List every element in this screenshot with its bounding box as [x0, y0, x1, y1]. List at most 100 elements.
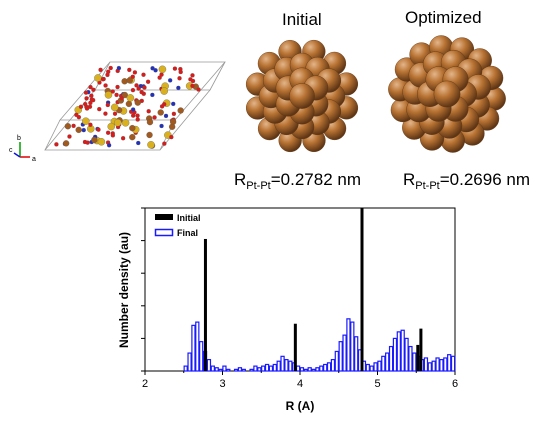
crystal-atom: [126, 94, 135, 102]
final-bar: [199, 341, 204, 372]
crystal-atom: [91, 98, 96, 103]
crystal-atom: [177, 107, 184, 114]
final-bar: [342, 334, 347, 372]
crystal-atom: [171, 101, 176, 107]
crystal-atom: [98, 67, 103, 72]
crystal-atom: [135, 117, 140, 122]
final-bar: [412, 352, 417, 372]
crystal-atom: [121, 119, 130, 127]
crystal-atom: [152, 115, 157, 120]
crystal-atom: [75, 126, 82, 134]
final-bar: [253, 365, 258, 372]
crystal-atom: [97, 138, 106, 146]
crystal-atom: [64, 123, 72, 130]
crystal-atom: [147, 141, 155, 149]
crystal-atom: [105, 102, 110, 108]
final-bar: [226, 368, 231, 372]
crystal-atom: [190, 78, 196, 84]
final-bar: [233, 368, 239, 372]
initial-bar: [293, 323, 297, 371]
legend: Initial Final: [154, 213, 201, 238]
crystal-atom: [171, 111, 177, 116]
final-bar: [210, 365, 215, 372]
crystal-atom: [114, 92, 119, 98]
crystal-structure-image: a b c: [9, 61, 226, 163]
crystal-axes-indicator: a b c: [9, 135, 36, 163]
crystal-atom: [129, 134, 136, 141]
crystal-atom: [157, 75, 162, 80]
crystal-atom: [103, 83, 108, 88]
final-bar: [284, 358, 289, 372]
crystal-atom: [88, 100, 93, 106]
crystal-atom: [136, 140, 141, 146]
crystal-atom: [116, 65, 122, 71]
final-bar: [388, 345, 394, 372]
unit-cell-edge: [44, 119, 61, 151]
crystal-atom: [96, 127, 101, 132]
final-bar: [350, 321, 355, 372]
crystal-atom: [88, 84, 93, 90]
crystal-atom: [190, 83, 195, 89]
initial-bar: [419, 328, 423, 371]
final-bar: [447, 354, 452, 372]
final-bar: [330, 358, 336, 372]
crystal-atom: [62, 140, 70, 147]
crystal-atom: [190, 73, 195, 78]
final-bar: [268, 365, 274, 372]
final-bar: [249, 368, 254, 372]
crystal-atom: [110, 133, 116, 138]
crystal-atom: [132, 70, 138, 75]
final-bar: [423, 357, 429, 372]
crystal-atom: [89, 93, 94, 98]
final-bar: [272, 363, 277, 372]
initial-series: [203, 208, 423, 371]
crystal-atom: [82, 117, 90, 125]
crystal-atom: [67, 134, 72, 139]
crystal-atom: [112, 111, 118, 116]
final-bar: [295, 365, 301, 372]
final-bar: [241, 368, 246, 372]
initial-cluster-image: [245, 39, 359, 153]
initial-bar: [360, 208, 364, 371]
y-axis-label: Number density (au): [117, 232, 131, 348]
crystal-atom: [120, 136, 126, 141]
final-bar: [264, 363, 270, 372]
final-bar: [338, 341, 343, 372]
axis-a-label: a: [32, 156, 36, 163]
initial-r-prefix: R: [234, 170, 247, 189]
final-bar: [261, 365, 266, 372]
crystal-atom: [107, 122, 115, 131]
crystal-atom: [104, 91, 113, 99]
final-bar: [303, 368, 308, 372]
final-bar: [299, 367, 305, 372]
final-bar: [288, 360, 293, 372]
crystal-atom: [81, 127, 86, 133]
crystal-atom: [71, 123, 76, 128]
crystal-atom: [178, 66, 183, 72]
crystal-atom: [125, 100, 133, 108]
crystal-atom: [54, 142, 59, 147]
final-bar: [191, 324, 196, 372]
optimized-r-prefix: R: [403, 170, 416, 189]
final-bar: [183, 365, 188, 372]
final-bar: [396, 331, 401, 372]
axis-c-arrow: [13, 152, 21, 158]
crystal-atom: [142, 85, 147, 90]
x-tick-label: 6: [452, 378, 458, 390]
final-bar: [206, 358, 212, 372]
crystal-atom: [160, 87, 168, 95]
crystal-atom: [150, 66, 155, 71]
crystal-atom: [94, 74, 102, 82]
crystal-atom: [83, 90, 89, 95]
final-bar: [257, 367, 262, 372]
crystal-atom: [177, 76, 182, 81]
axis-b-label: b: [17, 135, 21, 142]
final-bar: [187, 352, 192, 372]
final-bar: [354, 336, 359, 372]
crystal-atom: [110, 103, 119, 112]
crystal-atom: [103, 111, 108, 116]
final-bar: [311, 368, 316, 372]
optimized-r-sub: Pt-Pt: [415, 180, 440, 192]
final-bar: [222, 365, 227, 372]
crystal-atom: [105, 130, 111, 135]
